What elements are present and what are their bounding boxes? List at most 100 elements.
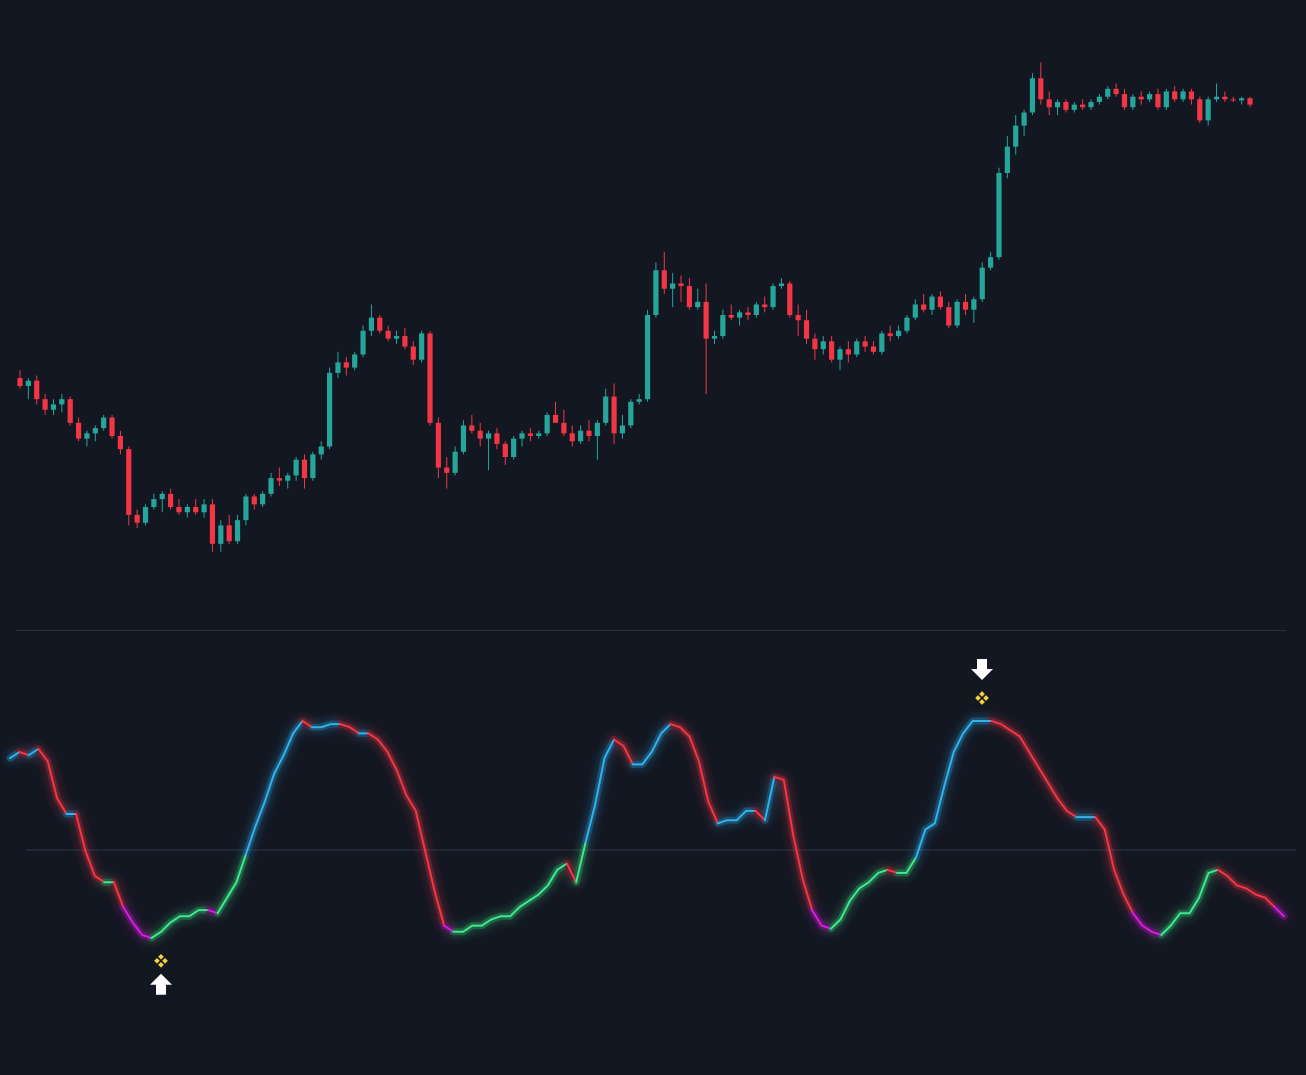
candle-body	[435, 422, 441, 468]
candle-body	[1146, 94, 1153, 100]
candle-body	[1063, 101, 1069, 110]
candle-body	[628, 401, 634, 426]
candle	[59, 393, 65, 413]
candle-body	[1230, 99, 1236, 101]
candle-body	[1247, 98, 1253, 105]
oscillator-segment	[631, 723, 672, 766]
candle-body	[745, 312, 751, 315]
candle-body	[360, 330, 366, 355]
candle	[326, 367, 333, 450]
candle-body	[352, 354, 358, 368]
candle	[1071, 101, 1077, 113]
candle-body	[703, 301, 709, 339]
candle-body	[1105, 88, 1111, 97]
candle-body	[636, 399, 642, 402]
candle	[419, 330, 425, 363]
oscillator-segment	[27, 747, 40, 757]
candle-body	[393, 336, 400, 339]
candle-body	[887, 333, 893, 337]
oscillator-segment	[112, 881, 125, 908]
oscillator-glow-segment	[988, 717, 1080, 821]
candle	[234, 514, 241, 544]
candle-body	[778, 283, 785, 287]
candle-body	[1071, 104, 1077, 110]
candle-body	[50, 404, 57, 410]
candle	[820, 336, 826, 355]
oscillator-segment	[216, 853, 247, 915]
candle-body	[1113, 88, 1119, 95]
candle	[1013, 115, 1019, 155]
oscillator-glow-segment	[893, 853, 920, 877]
candle-body	[527, 433, 534, 436]
candle	[368, 304, 375, 337]
candle	[67, 396, 73, 426]
candle-body	[75, 422, 82, 439]
candle-body	[176, 506, 182, 513]
oscillator-glow-segment	[912, 717, 995, 861]
candle-body	[485, 433, 492, 439]
candle-body	[1222, 96, 1228, 100]
candle	[895, 325, 902, 339]
candle	[845, 341, 851, 363]
candle	[653, 262, 659, 318]
candle-body	[845, 349, 851, 355]
oscillator-segment	[367, 732, 446, 927]
candle-body	[285, 475, 291, 481]
candle-body	[1155, 94, 1161, 108]
candle-body	[603, 396, 609, 423]
candle	[444, 457, 450, 489]
candle-body	[101, 417, 107, 429]
candle	[611, 383, 617, 444]
candle	[812, 333, 818, 360]
candle-body	[736, 312, 743, 318]
candles-layer	[17, 62, 1253, 552]
candle-body	[109, 417, 115, 436]
candle-body	[912, 304, 918, 318]
candle	[435, 417, 441, 479]
oscillator-segment	[1160, 868, 1219, 936]
candle	[854, 338, 860, 358]
candle-body	[904, 317, 910, 331]
candle-body	[1029, 78, 1036, 113]
candle	[753, 301, 759, 318]
candle-body	[937, 296, 944, 308]
candle	[1046, 91, 1052, 116]
candle	[385, 325, 391, 342]
candle-body	[1172, 91, 1178, 100]
candle	[494, 428, 500, 450]
candle	[795, 304, 801, 337]
candle	[929, 293, 935, 315]
oscillator-segment	[830, 868, 889, 930]
candle	[1004, 136, 1010, 179]
oscillator-glow-segment	[450, 860, 571, 936]
candle	[201, 499, 207, 518]
oscillator-segment	[575, 840, 587, 884]
candle-body	[477, 430, 483, 439]
candle-body	[670, 283, 676, 289]
candle	[1063, 99, 1069, 113]
candle	[17, 370, 23, 389]
candle	[996, 167, 1002, 260]
candle	[770, 283, 776, 310]
oscillator-segment	[886, 868, 899, 874]
candle	[962, 293, 969, 315]
candle	[168, 488, 174, 510]
candle	[745, 307, 751, 321]
candle	[243, 493, 249, 526]
candle-body	[552, 414, 559, 423]
candle	[1180, 88, 1186, 102]
oscillator-line-layer	[9, 720, 1285, 939]
candle	[561, 409, 567, 436]
candle	[1096, 94, 1102, 105]
candle	[268, 472, 274, 497]
signals-layer	[149, 659, 994, 995]
candle	[536, 430, 542, 439]
candle	[544, 412, 550, 436]
candle	[937, 291, 944, 310]
candle	[427, 330, 433, 426]
candle-body	[695, 301, 701, 308]
candle	[519, 430, 525, 447]
candle-body	[962, 301, 969, 310]
candle-body	[84, 433, 90, 439]
candle	[619, 414, 626, 439]
